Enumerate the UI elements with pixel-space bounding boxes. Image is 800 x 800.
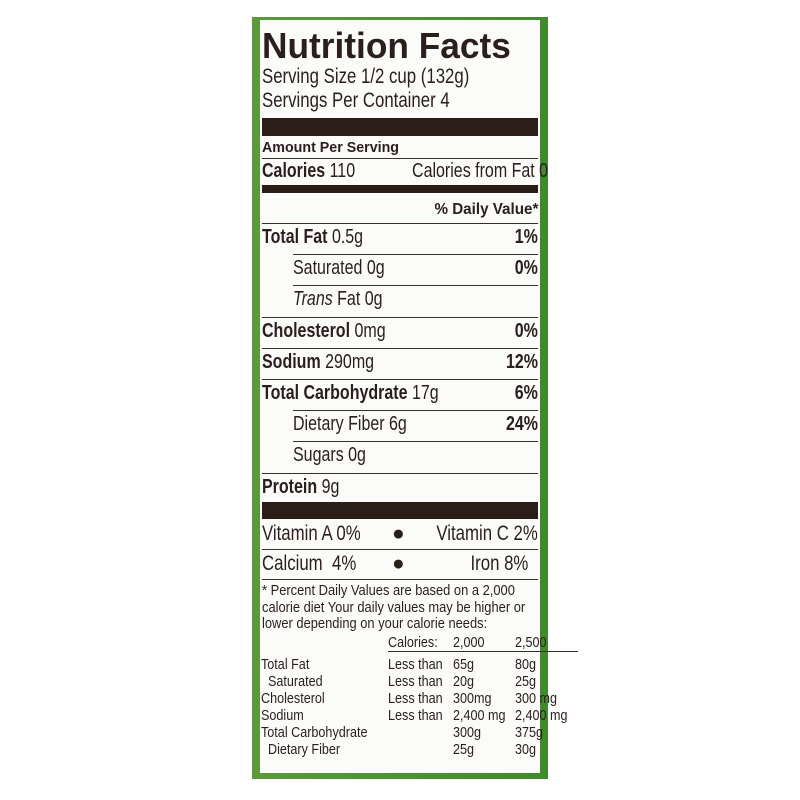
- table-cell: 20g: [452, 673, 474, 690]
- daily-value-header: % Daily Value*: [434, 201, 538, 218]
- nutrient-row: Sodium 290mg 12%: [262, 350, 538, 374]
- nutrient-row: Total Carbohydrate 17g 6%: [262, 381, 538, 405]
- table-cell: 2,400 mg: [452, 707, 506, 724]
- footnote-line: * Percent Daily Values are based on a 2,…: [262, 582, 515, 599]
- nutrient-name: Cholesterol: [262, 319, 351, 342]
- nutrient-amount: Fat 0g: [337, 288, 383, 311]
- nutrient-amount: 17g: [411, 382, 439, 404]
- footnote-line: lower depending on your calorie needs:: [262, 615, 488, 632]
- nutrient-amount: 0.5g: [331, 226, 364, 248]
- nutrient-row: Sugars 0g: [293, 443, 538, 467]
- nutrient-amount: 9g: [321, 475, 340, 498]
- table-cell: 375g: [515, 724, 544, 741]
- vitamin-row: Vitamin A 0% ● Vitamin C 2%: [262, 522, 538, 546]
- table-cell: Cholesterol: [261, 690, 325, 707]
- table-cell: Total Carbohydrate: [261, 724, 368, 741]
- table-cell: 30g: [515, 741, 537, 758]
- table-cell: Less than: [387, 656, 443, 673]
- amount-per-serving: Amount Per Serving: [262, 139, 399, 156]
- thick-divider: [262, 118, 538, 136]
- nutrient-row: Trans Fat 0g: [293, 287, 538, 311]
- divider: [293, 410, 538, 412]
- table-header: Calories: 2,000 2,500: [261, 634, 578, 652]
- table-cell: Calories:: [387, 634, 438, 651]
- nutrient-dv: 24%: [505, 413, 538, 436]
- label-panel: Nutrition Facts Serving Size 1/2 cup (13…: [260, 20, 578, 773]
- calories-value: 110: [329, 160, 356, 182]
- divider: [293, 441, 538, 443]
- divider: [262, 379, 538, 380]
- bullet-icon: ●: [392, 552, 405, 575]
- nutrient-amount: 6g: [389, 413, 407, 436]
- bullet-icon: ●: [392, 522, 405, 545]
- divider: [262, 347, 538, 349]
- table-row: Sodium Less than 2,400 mg 2,400 mg: [261, 707, 578, 724]
- table-cell: 2,500: [515, 634, 547, 651]
- nutrient-row: Saturated 0g 0%: [293, 256, 538, 280]
- divider: [262, 472, 538, 474]
- divider: [293, 254, 538, 256]
- table-cell: 65g: [452, 656, 474, 673]
- nutrient-amount: 0g: [366, 257, 385, 280]
- medium-divider: [262, 185, 538, 193]
- title: Nutrition Facts: [262, 25, 511, 66]
- nutrient-row: Total Fat 0.5g 1%: [262, 225, 538, 249]
- divider: [293, 285, 538, 287]
- nutrient-amount: 0g: [348, 444, 366, 467]
- table-cell: 300mg: [452, 690, 492, 707]
- table-cell: 2,000: [452, 634, 485, 651]
- nutrient-dv: 12%: [505, 350, 538, 373]
- table-row: Total Fat Less than 65g 80g: [261, 652, 578, 673]
- vitamin-left: Vitamin A 0%: [262, 522, 361, 545]
- table-cell: 300g: [452, 724, 481, 741]
- nutrient-amount: 0mg: [354, 319, 386, 342]
- table-row: Cholesterol Less than 300mg 300 mg: [261, 690, 578, 707]
- table-cell: 25g: [515, 673, 537, 690]
- calories-from-fat: Calories from Fat 0: [412, 160, 549, 182]
- table-cell: Dietary Fiber: [261, 741, 341, 758]
- nutrient-name: Sodium: [262, 350, 321, 373]
- table-row: Saturated Less than 20g 25g: [261, 673, 578, 690]
- nutrient-dv: 0%: [514, 257, 538, 280]
- table-cell: Less than: [387, 707, 443, 724]
- table-cell: 300 mg: [515, 690, 558, 707]
- nutrient-name: Total Carbohydrate: [262, 382, 408, 404]
- calories-label: Calories: [262, 160, 326, 182]
- thick-divider: [262, 502, 538, 519]
- vitamin-left: Calcium 4%: [262, 552, 357, 575]
- vitamin-row: Calcium 4% ● Iron 8%: [262, 552, 538, 576]
- divider: [262, 223, 538, 224]
- table-cell: Less than: [387, 690, 443, 707]
- nutrient-row: Cholesterol 0mg 0%: [262, 319, 538, 343]
- nutrient-name: Total Fat: [262, 226, 328, 248]
- table-row: Dietary Fiber 25g 30g: [261, 741, 578, 758]
- nutrient-row: Protein 9g: [262, 475, 538, 499]
- table-cell: 80g: [515, 656, 537, 673]
- table-cell: 2,400 mg: [515, 707, 568, 724]
- nutrient-name: Saturated: [293, 257, 363, 280]
- footnote-line: calorie diet Your daily values may be hi…: [262, 598, 526, 616]
- nutrient-row: Dietary Fiber 6g 24%: [293, 412, 538, 436]
- table-cell: Saturated: [261, 673, 323, 690]
- nutrient-dv: 1%: [514, 226, 538, 248]
- table-cell: Sodium: [261, 707, 304, 724]
- servings-per-container: Servings Per Container 4: [262, 89, 450, 112]
- table-cell: 25g: [452, 741, 474, 758]
- nutrition-label: Nutrition Facts Serving Size 1/2 cup (13…: [252, 17, 578, 779]
- vitamin-right: Iron 8%: [470, 552, 528, 575]
- nutrient-dv: 6%: [514, 382, 538, 404]
- table-cell: Less than: [387, 673, 443, 690]
- nutrient-name: Dietary Fiber: [293, 413, 385, 436]
- nutrient-name: Trans: [293, 288, 333, 311]
- serving-size: Serving Size 1/2 cup (132g): [262, 65, 470, 88]
- divider: [262, 316, 538, 318]
- nutrient-amount: 290mg: [325, 350, 375, 373]
- nutrient-dv: 0%: [514, 319, 538, 342]
- vitamin-right: Vitamin C 2%: [436, 522, 538, 545]
- nutrient-name: Protein: [262, 475, 318, 498]
- table-cell: Total Fat: [261, 655, 310, 673]
- daily-values-table: Calories: 2,000 2,500 Total Fat Less than 65g…: [261, 634, 578, 758]
- nutrient-name: Sugars: [293, 444, 344, 467]
- table-row: Total Carbohydrate 300g 375g: [261, 724, 578, 741]
